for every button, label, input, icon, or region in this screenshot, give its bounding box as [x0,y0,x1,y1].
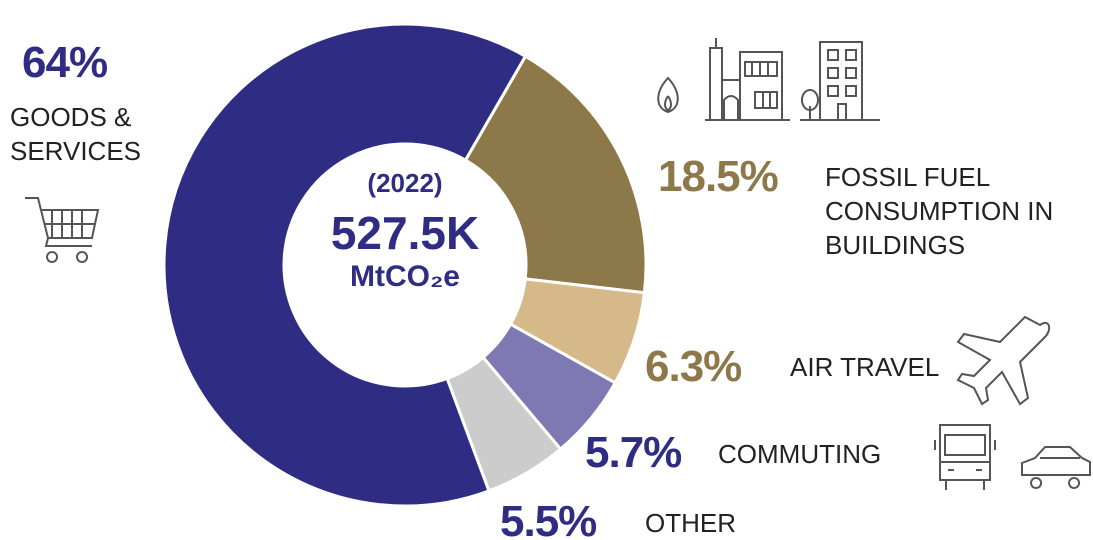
center-text: MtCO₂e [350,260,460,293]
center-text: 527.5K [330,207,480,259]
center-text: (2022) [367,168,443,198]
category-label: FOSSIL FUEL CONSUMPTION IN BUILDINGS [825,162,1054,260]
donut-slice [463,54,648,295]
category-label: OTHER [645,508,736,538]
value-label: 18.5% [658,152,779,201]
category-label: AIR TRAVEL [790,352,940,382]
donut-slice [162,22,528,508]
value-label: 64% [22,38,108,87]
category-label: GOODS & SERVICES [10,102,142,166]
value-label: 5.5% [500,497,597,540]
value-label: 6.3% [645,342,742,391]
value-label: 5.7% [585,428,682,477]
icons [25,38,1091,490]
category-label: COMMUTING [718,439,882,469]
donut-slice [445,355,563,493]
